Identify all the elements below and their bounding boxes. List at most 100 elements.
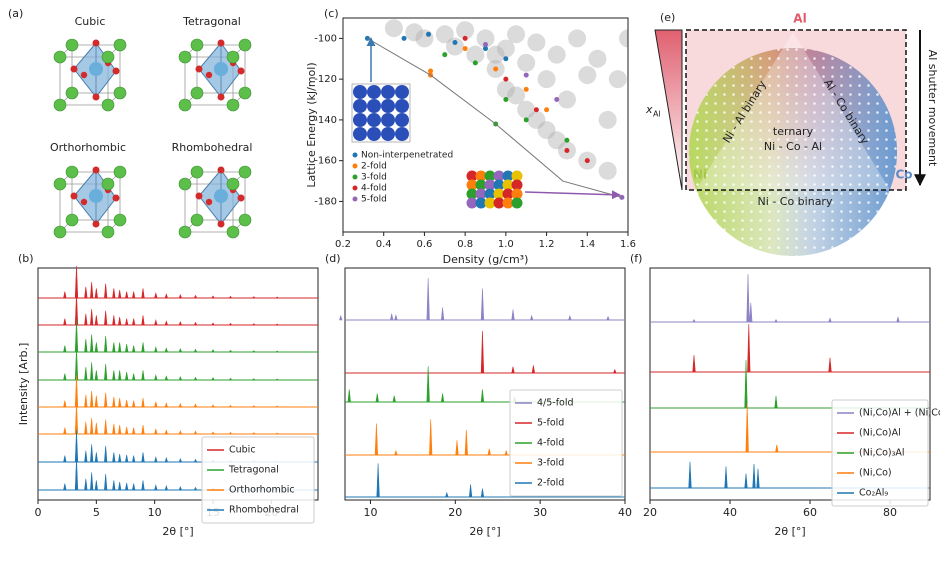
peak — [440, 307, 445, 321]
peak — [193, 430, 198, 435]
inset-blob — [475, 170, 487, 182]
peak — [193, 458, 198, 463]
legend-label: (Ni,Co) — [859, 468, 892, 479]
corner-atom — [53, 98, 67, 112]
background-point — [466, 45, 485, 64]
point — [564, 137, 570, 143]
peak — [504, 449, 508, 456]
peak — [193, 376, 198, 381]
peak — [131, 427, 136, 435]
peak — [104, 419, 108, 435]
legend-label: Rhombohedral — [229, 505, 299, 516]
y-tick-label: -120 — [314, 74, 337, 85]
plot-frame — [37, 267, 319, 501]
peak — [211, 322, 215, 326]
legend-label: 5-fold — [361, 195, 387, 205]
background-point — [435, 25, 454, 44]
inset-blob — [466, 179, 478, 191]
corner-atom — [113, 213, 127, 227]
peak — [178, 294, 183, 299]
peak — [104, 310, 108, 326]
background-point — [568, 29, 587, 48]
center-label: Ni - Co - Al — [764, 140, 822, 153]
corner-atom — [53, 225, 67, 239]
peak — [164, 429, 169, 435]
corner-atom — [65, 213, 79, 227]
peak — [141, 424, 145, 435]
frontier-line — [367, 37, 623, 198]
corner-atom — [238, 86, 252, 100]
structure-label: Orthorhombic — [50, 141, 126, 154]
metal-atom — [214, 189, 228, 203]
peak — [63, 373, 67, 381]
peak — [141, 315, 145, 326]
peak — [94, 342, 98, 353]
peak — [63, 291, 67, 299]
peak — [131, 483, 136, 491]
peak — [84, 421, 88, 435]
peak — [749, 302, 753, 323]
structure-label: Rhombohedral — [172, 141, 253, 154]
inset-blob — [367, 85, 381, 99]
peak — [896, 316, 900, 323]
x-tick-label: 20 — [448, 506, 462, 519]
peak — [228, 322, 233, 326]
oxygen-atom — [217, 93, 225, 101]
x-tick-label: 0.2 — [335, 239, 351, 250]
legend-label: 3-fold — [361, 173, 387, 183]
point — [483, 41, 488, 47]
peak — [274, 350, 280, 353]
corner-atom — [101, 98, 115, 112]
point — [462, 46, 468, 52]
peak — [124, 318, 129, 326]
wafer-dots — [689, 48, 897, 256]
inset-blob — [493, 179, 505, 191]
peak — [511, 309, 515, 321]
peak — [104, 473, 108, 491]
plot-area — [364, 19, 628, 200]
point — [442, 52, 448, 58]
peak — [613, 368, 617, 374]
inset-blob — [395, 127, 409, 141]
peak — [154, 456, 158, 463]
peak — [375, 393, 379, 403]
background-point — [415, 29, 434, 48]
inset-blob — [353, 85, 367, 99]
corner-atom — [65, 165, 79, 179]
peak — [164, 347, 169, 353]
peak — [274, 432, 280, 435]
point — [472, 60, 478, 66]
legend-label: Cubic — [229, 445, 256, 456]
peak — [251, 432, 256, 435]
background-point — [598, 110, 617, 129]
point — [533, 107, 539, 113]
background-point — [527, 33, 546, 52]
peak — [141, 452, 145, 463]
background-point — [547, 131, 566, 150]
legend-label: 5-fold — [537, 418, 564, 429]
inset-blob — [466, 170, 478, 182]
peak — [141, 397, 145, 408]
corner-atom — [190, 165, 204, 179]
peak — [90, 308, 94, 326]
legend-label: 2-fold — [361, 162, 387, 172]
corner-atom — [238, 38, 252, 52]
x-tick-label: 40 — [723, 506, 737, 519]
vertex-label: Ni — [693, 168, 707, 182]
peak — [112, 480, 116, 491]
corner-atom — [113, 86, 127, 100]
peak — [211, 404, 215, 408]
peak — [104, 363, 108, 381]
inset-blob — [511, 170, 523, 182]
legend-swatch — [352, 185, 358, 191]
peak — [84, 313, 88, 326]
peak — [178, 430, 183, 435]
background-point — [547, 45, 566, 64]
inset-blob — [395, 85, 409, 99]
metal-atom — [89, 62, 103, 76]
inset-blob — [511, 179, 523, 191]
point — [503, 97, 509, 103]
x-tick-label: 40 — [618, 506, 632, 519]
corner-atom — [101, 225, 115, 239]
